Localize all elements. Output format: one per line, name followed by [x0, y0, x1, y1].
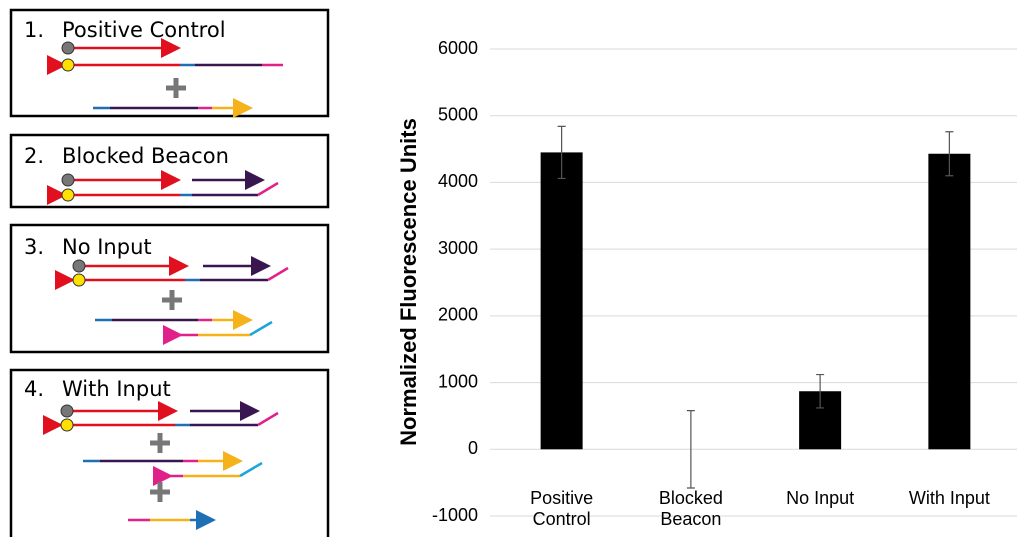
- error-bar: [686, 409, 695, 489]
- panel-number: 1.: [24, 18, 44, 42]
- panel-1: 1. Positive Control: [9, 8, 330, 118]
- panel-label: With Input: [62, 377, 171, 401]
- panel-number: 2.: [24, 144, 44, 168]
- panel-label: Blocked Beacon: [62, 144, 229, 168]
- y-tick-label: 2000: [438, 305, 478, 325]
- panel-number: 4.: [24, 377, 44, 401]
- y-axis-label: Normalized Fluorescence Units: [396, 118, 421, 446]
- y-tick-label: 4000: [438, 171, 478, 191]
- x-tick-label: With Input: [908, 488, 990, 508]
- y-tick-label: 5000: [438, 104, 478, 124]
- y-tick-label: -1000: [432, 505, 478, 525]
- bar: [928, 153, 971, 450]
- error-bar: [816, 373, 825, 409]
- y-tick-label: 3000: [438, 238, 478, 258]
- y-tick-label: 6000: [438, 38, 478, 58]
- y-tick-label: 0: [468, 438, 478, 458]
- x-tick-label: Positive Control: [530, 488, 594, 529]
- error-bar: [557, 125, 566, 180]
- x-tick-label: Blocked Beacon: [658, 488, 723, 529]
- panel-label: No Input: [62, 235, 152, 259]
- error-bar: [945, 131, 954, 177]
- bar: [540, 152, 583, 450]
- x-tick-label: No Input: [786, 488, 855, 508]
- panel-number: 3.: [24, 235, 44, 259]
- panel-3: 3. No Input: [9, 223, 330, 354]
- panel-4: 4. With Input: [9, 368, 330, 537]
- y-tick-label: 1000: [438, 371, 478, 391]
- panel-label: Positive Control: [62, 18, 226, 42]
- panel-2: 2. Blocked Beacon: [9, 133, 330, 209]
